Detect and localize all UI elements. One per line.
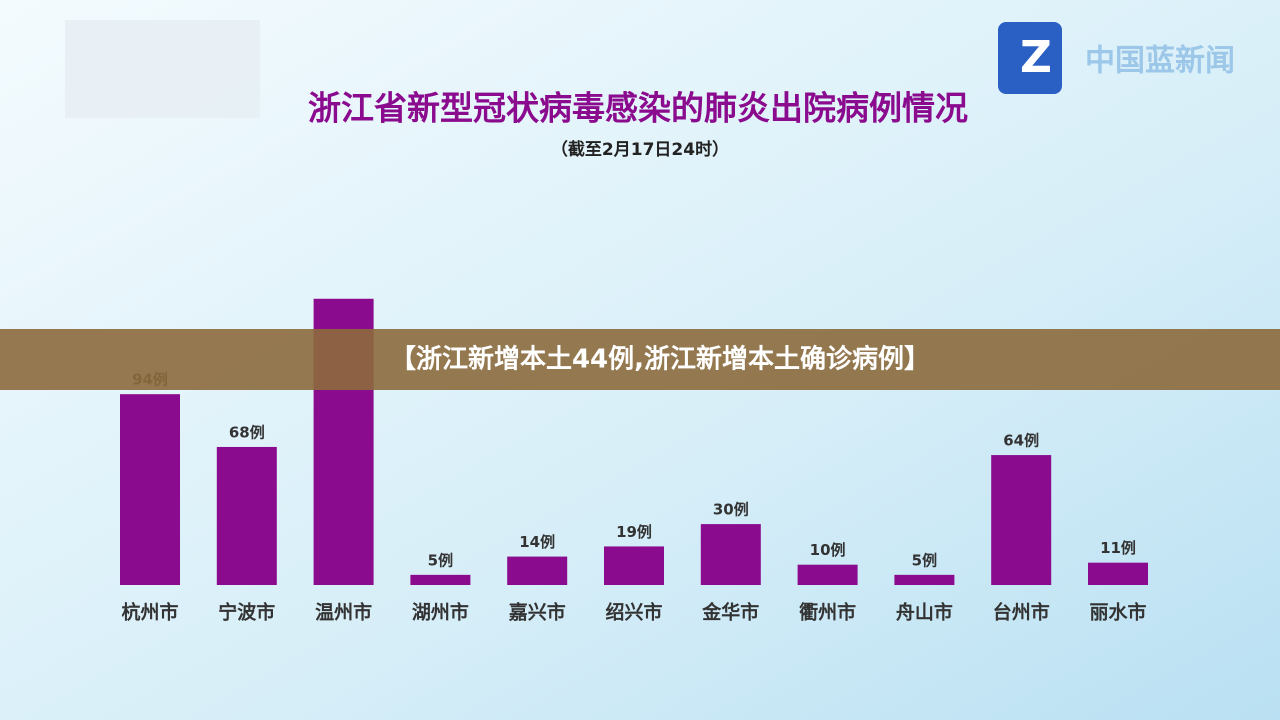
- chart-subtitle: （截至2月17日24时）: [551, 139, 729, 160]
- x-tick-label: 绍兴市: [605, 601, 662, 624]
- bar: [604, 546, 664, 585]
- logo-text: 中国蓝新闻: [1085, 44, 1235, 79]
- bar: [894, 574, 955, 585]
- x-tick-label: 温州市: [315, 601, 372, 624]
- x-tick-label: 杭州市: [121, 601, 178, 624]
- bar: [797, 564, 858, 585]
- bar: [991, 455, 1052, 585]
- banner-text: 【浙江新增本土44例,浙江新增本土确诊病例】: [390, 344, 930, 375]
- value-label: 10例: [810, 541, 846, 559]
- x-tick-label: 台州市: [993, 601, 1050, 624]
- value-label: 5例: [912, 551, 937, 569]
- value-label: 14例: [519, 533, 555, 551]
- logo-mark: Z: [1020, 32, 1052, 83]
- blurred-area: [65, 20, 260, 118]
- value-label: 5例: [428, 551, 453, 569]
- x-tick-label: 舟山市: [896, 601, 953, 624]
- logo-icon: [998, 22, 1062, 94]
- x-tick-label: 衢州市: [799, 601, 856, 624]
- x-tick-label: 金华市: [701, 601, 759, 624]
- x-tick-label: 嘉兴市: [508, 601, 566, 624]
- value-label: 68例: [229, 423, 265, 441]
- bar: [216, 446, 277, 585]
- bar: [120, 394, 180, 585]
- value-label: 11例: [1100, 539, 1136, 557]
- bar: [700, 524, 761, 585]
- bar: [507, 556, 568, 585]
- x-tick-label: 宁波市: [218, 601, 275, 624]
- x-tick-label: 湖州市: [412, 601, 469, 624]
- value-label: 19例: [616, 523, 652, 541]
- bar: [410, 574, 471, 585]
- bar: [1088, 562, 1148, 585]
- value-label: 30例: [713, 501, 749, 519]
- banner-bg: [0, 329, 1280, 390]
- chart-title: 浙江省新型冠状病毒感染的肺炎出院病例情况: [308, 89, 968, 128]
- x-tick-label: 丽水市: [1089, 601, 1146, 624]
- value-label: 64例: [1003, 432, 1039, 450]
